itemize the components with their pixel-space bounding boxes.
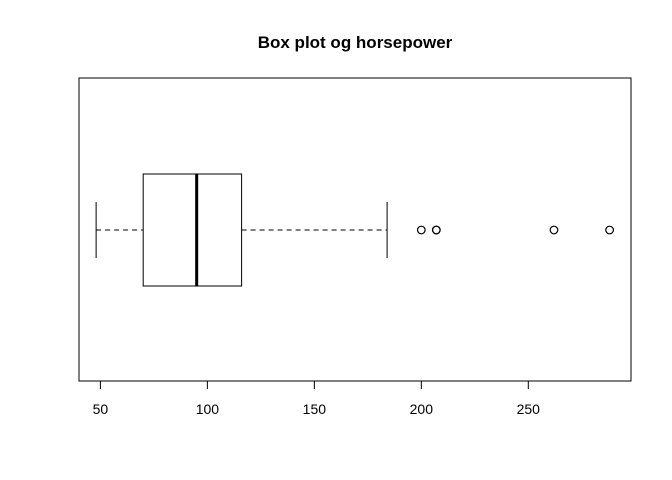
x-tick-label: 200 — [410, 401, 434, 417]
outlier-points — [416, 225, 615, 235]
plot-frame — [78, 77, 632, 382]
outlier-point — [605, 225, 615, 235]
x-tick-label: 100 — [196, 401, 220, 417]
box-plot — [95, 173, 388, 287]
outlier-point — [431, 225, 441, 235]
x-tick-label: 150 — [303, 401, 327, 417]
chart-title: Box plot og horsepower — [258, 33, 453, 52]
outlier-point — [549, 225, 559, 235]
x-tick-label: 50 — [93, 401, 109, 417]
x-axis: 50 100 150 200 250 — [93, 380, 541, 417]
x-tick-label: 250 — [517, 401, 541, 417]
outlier-point — [416, 225, 426, 235]
interquartile-box — [142, 173, 243, 287]
